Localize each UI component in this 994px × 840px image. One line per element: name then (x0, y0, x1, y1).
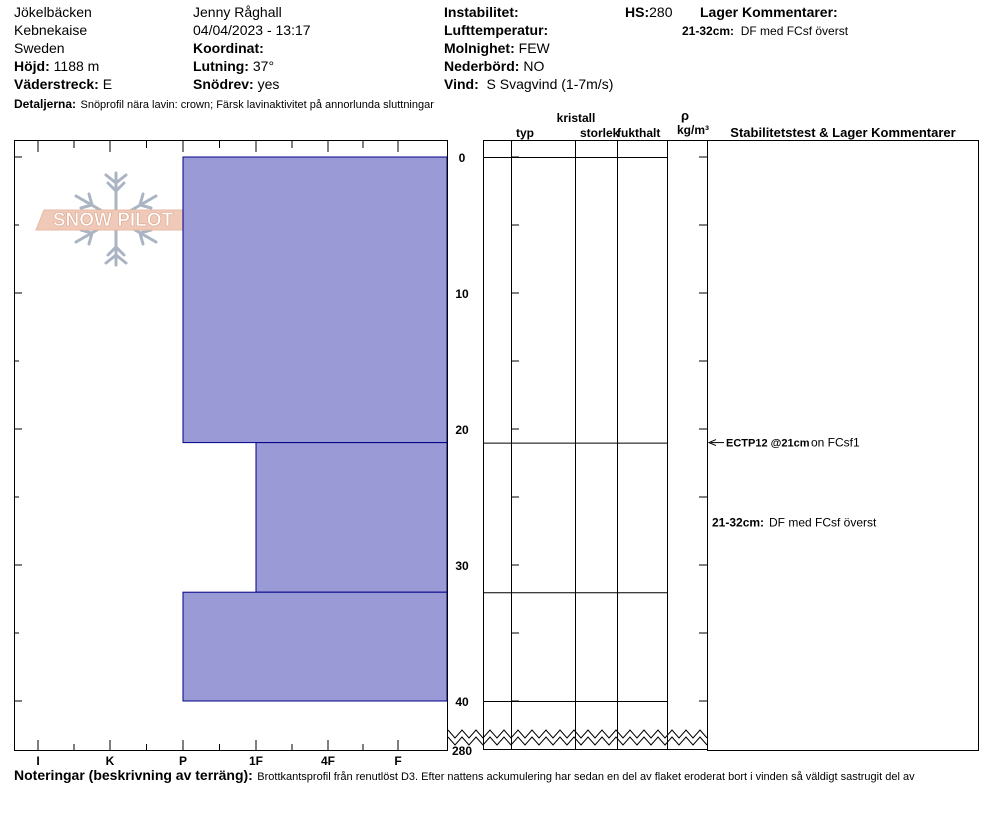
wind-loading-label: Snödrev: (193, 76, 254, 92)
details-label: Detaljerna: (14, 97, 77, 111)
hardness-layer-bar (182, 156, 448, 444)
precip-label: Nederbörd: (444, 58, 520, 74)
location-name: Jökelbäcken (14, 4, 92, 20)
layer-comment-text: DF med FCsf överst (769, 516, 877, 530)
density-unit: kg/m³ (677, 123, 709, 137)
hardness-tick-label: F (394, 754, 401, 768)
sky-field: Molnighet: FEW (444, 40, 550, 56)
wind-loading-value: yes (257, 76, 280, 92)
notes-label: Noteringar (beskrivning av terräng): (14, 767, 253, 783)
precip-value: NO (523, 58, 545, 74)
elevation-label: Höjd: (14, 58, 50, 74)
wind-value: S Svagvind (1-7m/s) (486, 76, 614, 92)
aspect-value: E (102, 76, 113, 92)
stability-comments-box (707, 140, 979, 751)
hs-label: HS: (625, 4, 650, 20)
precip-field: Nederbörd: NO (444, 58, 544, 74)
instability-label: Instabilitet: (444, 4, 519, 20)
depth-tick-label: 0 (459, 151, 466, 165)
depth-tick-label: 10 (455, 287, 469, 301)
hardness-tick-label: P (179, 754, 187, 768)
hardness-tick-label: K (106, 754, 115, 768)
hardness-tick-label: I (36, 754, 39, 768)
logo-text: SNOW PILOT (53, 210, 174, 231)
depth-break-marker (447, 736, 708, 746)
layer-comment-depth: 21-32cm: (712, 516, 764, 530)
type-column-header: typ (516, 126, 534, 140)
moisture-column-header: fukthalt (617, 126, 660, 140)
hs-value: 280 (649, 4, 673, 20)
depth-tick-label: 30 (455, 559, 469, 573)
depth-tick-label: 280 (452, 744, 472, 758)
area-name: Kebnekaise (14, 22, 88, 38)
layer-comment: 21-32cm: DF med FCsf överst (712, 516, 877, 530)
hs-field: HS:280 (625, 4, 672, 20)
size-column-header: storlek (580, 126, 620, 140)
stability-test-result: ECTP12 @21cm (726, 438, 810, 450)
slope-label: Lutning: (193, 58, 249, 74)
elevation-field: Höjd: 1188 m (14, 58, 99, 74)
slope-field: Lutning: 37° (193, 58, 274, 74)
slope-value: 37° (252, 58, 275, 74)
density-symbol: ρ (681, 108, 689, 123)
crystal-column-header: kristall (557, 111, 596, 125)
hardness-layer-bar (255, 442, 448, 593)
hardness-layer-bar (182, 591, 448, 702)
stability-test-marker: ECTP12 @21cm on FCsf1 (707, 436, 860, 450)
observation-datetime: 04/04/2023 - 13:17 (193, 22, 311, 38)
sky-value: FEW (518, 40, 550, 56)
notes-text: Brottkantsprofil från renutlöst D3. Efte… (257, 771, 915, 783)
hardness-tick-label: 1F (249, 754, 263, 768)
observer-name: Jenny Råghall (193, 4, 282, 20)
header-layer-comment-text: DF med FCsf överst (740, 24, 849, 38)
aspect-field: Väderstreck: E (14, 76, 112, 92)
header-layer-comment: 21-32cm: DF med FCsf överst (682, 24, 848, 38)
layer-comments-label: Lager Kommentarer: (700, 4, 838, 20)
snowpilot-logo: SNOW PILOT (35, 171, 195, 267)
air-temp-label: Lufttemperatur: (444, 22, 549, 38)
aspect-label: Väderstreck: (14, 76, 99, 92)
country-name: Sweden (14, 40, 65, 56)
wind-loading-field: Snödrev: yes (193, 76, 279, 92)
details-field: Detaljerna: Snöprofil nära lavin: crown;… (14, 95, 486, 113)
layer-table (483, 140, 708, 750)
wind-field: Vind: S Svagvind (1-7m/s) (444, 76, 613, 92)
arrow-left-icon (707, 439, 717, 447)
depth-tick-label: 40 (455, 695, 469, 709)
stability-test-detail: on FCsf1 (811, 436, 860, 450)
coordinate-label: Koordinat: (193, 40, 264, 56)
wind-label: Vind: (444, 76, 479, 92)
details-text: Snöprofil nära lavin: crown; Färsk lavin… (80, 99, 434, 111)
elevation-value: 1188 m (53, 58, 100, 74)
depth-tick-label: 20 (455, 423, 469, 437)
hardness-tick-label: 4F (321, 754, 335, 768)
hardness-plot-frame (14, 140, 448, 751)
notes-field: Noteringar (beskrivning av terräng): Bro… (14, 767, 994, 785)
header-layer-comment-depth: 21-32cm: (682, 24, 735, 38)
sky-label: Molnighet: (444, 40, 515, 56)
stability-column-header: Stabilitetstest & Lager Kommentarer (730, 125, 955, 140)
depth-break-marker (447, 729, 708, 739)
